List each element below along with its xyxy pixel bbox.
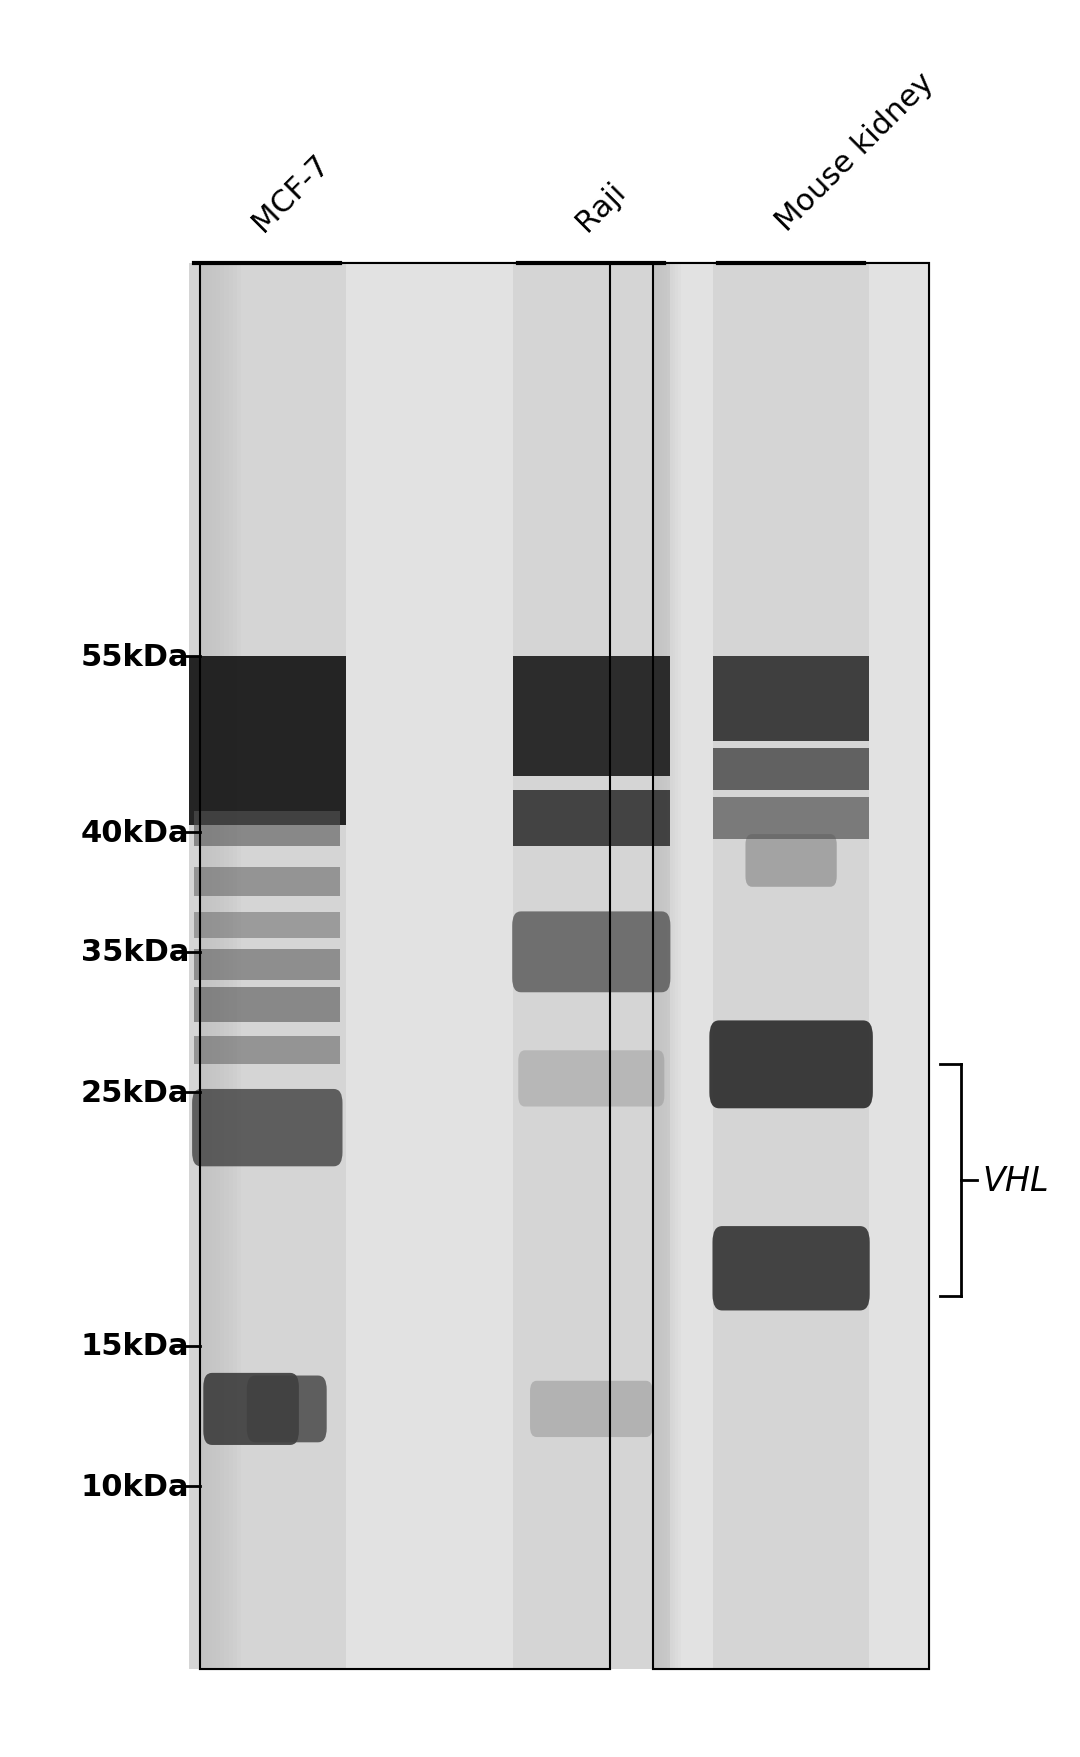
Bar [713,798,869,840]
Bar [653,264,929,1669]
Bar [194,987,340,1023]
Bar [200,264,204,1669]
Bar [200,264,229,1669]
Bar [194,949,340,980]
Bar [200,264,208,1669]
Bar [653,264,929,1669]
FancyBboxPatch shape [246,1376,326,1442]
Text: Mouse kidney: Mouse kidney [771,69,940,237]
Bar [653,264,675,1669]
Bar [653,264,659,1669]
Bar [653,264,662,1669]
Bar [200,264,225,1669]
FancyBboxPatch shape [203,1374,299,1444]
Text: 25kDa: 25kDa [81,1079,189,1107]
Bar [200,264,610,1669]
Bar [200,264,232,1669]
Bar [513,657,670,777]
Bar [653,264,673,1669]
Text: 15kDa: 15kDa [81,1332,189,1360]
Bar [200,264,610,1669]
Bar [189,264,346,1669]
FancyBboxPatch shape [713,1226,869,1311]
FancyBboxPatch shape [745,835,837,887]
Bar [200,264,220,1669]
Bar [194,914,340,938]
Text: 40kDa: 40kDa [81,819,189,847]
Bar [653,264,680,1669]
Bar [200,264,216,1669]
Bar [194,812,340,847]
Bar [513,264,670,1669]
Bar [194,868,340,896]
Text: Raji: Raji [571,177,631,237]
FancyBboxPatch shape [530,1381,652,1437]
Bar [200,264,241,1669]
Bar [189,657,346,826]
Bar [200,264,237,1669]
Bar [653,264,929,1669]
Bar [713,748,869,791]
Bar [200,264,610,1669]
Text: MCF-7: MCF-7 [247,149,335,237]
Bar [713,657,869,741]
Bar [713,264,869,1669]
Text: 55kDa: 55kDa [81,643,189,671]
Bar [513,791,670,847]
Bar [653,264,678,1669]
Bar [653,264,657,1669]
Bar [653,264,667,1669]
FancyBboxPatch shape [518,1051,664,1107]
FancyBboxPatch shape [512,912,671,993]
Bar [653,264,664,1669]
FancyBboxPatch shape [192,1089,342,1167]
Text: 10kDa: 10kDa [81,1472,189,1500]
Text: VHL: VHL [983,1165,1050,1197]
FancyBboxPatch shape [710,1021,873,1109]
Bar [194,1037,340,1065]
Text: 35kDa: 35kDa [81,938,189,966]
Bar [653,264,670,1669]
Bar [200,264,212,1669]
